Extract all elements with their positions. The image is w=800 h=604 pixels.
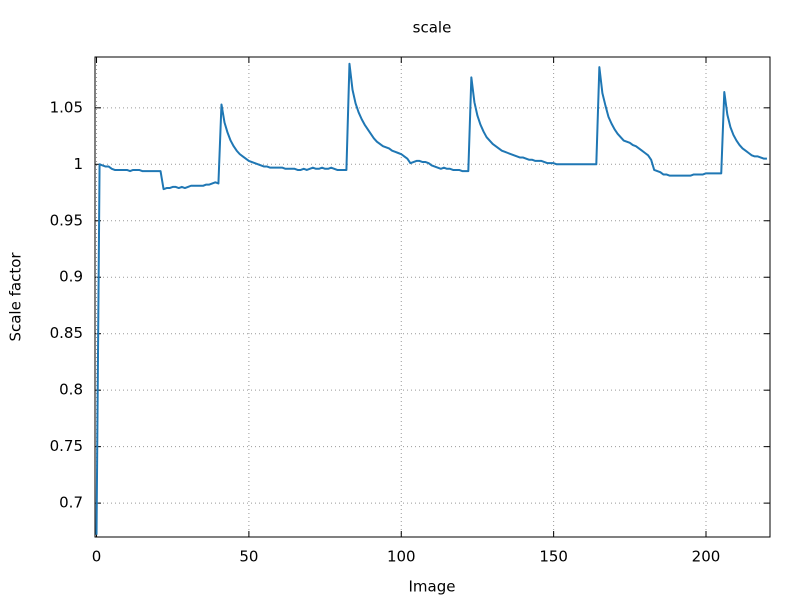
x-axis-label: Image [409,578,456,596]
x-tick-label: 50 [239,548,258,566]
x-tick-label: 200 [692,548,721,566]
y-tick-label: 0.9 [59,268,83,286]
y-tick-label: 1 [73,155,83,173]
x-tick-label: 150 [539,548,568,566]
y-tick-label: 0.85 [50,324,83,342]
x-tick-label: 100 [387,548,416,566]
y-tick-label: 1.05 [50,98,83,116]
x-tick-label: 0 [92,548,102,566]
y-tick-label: 0.7 [59,494,83,512]
data-line [95,62,767,535]
y-tick-label: 0.8 [59,381,83,399]
y-tick-label: 0.95 [50,211,83,229]
y-axis-label: Scale factor [7,252,25,342]
y-tick-label: 0.75 [50,437,83,455]
plot-frame [94,56,771,538]
chart-title: scale [413,19,452,37]
